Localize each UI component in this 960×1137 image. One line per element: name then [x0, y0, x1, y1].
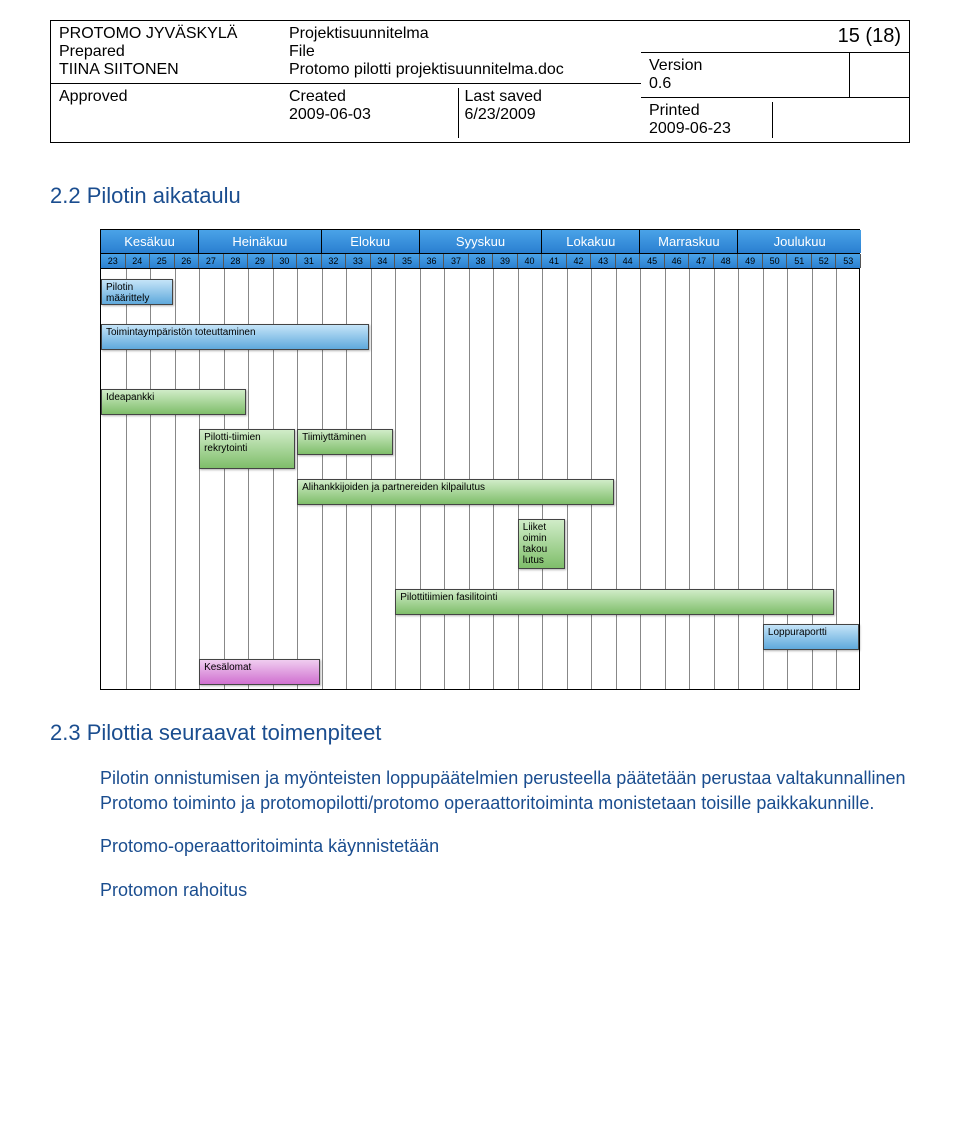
week-header: 36	[420, 254, 445, 268]
document-header: PROTOMO JYVÄSKYLÄ Prepared TIINA SIITONE…	[50, 20, 910, 143]
gantt-task: Pilottitiimien fasilitointi	[395, 589, 834, 615]
week-header: 46	[665, 254, 690, 268]
week-header: 45	[640, 254, 665, 268]
week-header: 29	[248, 254, 273, 268]
week-header: 25	[150, 254, 175, 268]
prepared-label: Prepared	[59, 43, 273, 61]
week-header: 39	[493, 254, 518, 268]
created-label: Created	[289, 88, 452, 106]
org-name: PROTOMO JYVÄSKYLÄ	[59, 25, 273, 43]
printed-value: 2009-06-23	[649, 120, 766, 138]
file-value: Protomo pilotti projektisuunnitelma.doc	[289, 61, 633, 79]
gantt-task: Pilotti-tiimien rekrytointi	[199, 429, 295, 469]
gantt-task: Pilotin määrittely	[101, 279, 173, 305]
week-header: 28	[224, 254, 249, 268]
body-p2: Protomo-operaattoritoiminta käynnistetää…	[100, 834, 910, 859]
week-header: 48	[714, 254, 739, 268]
gantt-task: Loppuraportti	[763, 624, 859, 650]
month-header: Syyskuu	[420, 230, 543, 253]
week-header: 43	[591, 254, 616, 268]
version-value: 0.6	[649, 75, 841, 93]
gantt-task: Liiket oimin takou lutus	[518, 519, 565, 569]
file-label: File	[289, 43, 633, 61]
week-header: 37	[444, 254, 469, 268]
week-header: 35	[395, 254, 420, 268]
week-header: 34	[371, 254, 396, 268]
week-header: 27	[199, 254, 224, 268]
gantt-task: Kesälomat	[199, 659, 320, 685]
week-header: 32	[322, 254, 347, 268]
week-header: 23	[101, 254, 126, 268]
week-header: 47	[689, 254, 714, 268]
week-header: 50	[763, 254, 788, 268]
week-header: 42	[567, 254, 592, 268]
saved-value: 6/23/2009	[465, 106, 628, 124]
gantt-chart: KesäkuuHeinäkuuElokuuSyyskuuLokakuuMarra…	[100, 229, 910, 690]
week-header: 24	[126, 254, 151, 268]
week-header: 31	[297, 254, 322, 268]
month-header: Elokuu	[322, 230, 420, 253]
gantt-task: Alihankkijoiden ja partnereiden kilpailu…	[297, 479, 614, 505]
week-header: 41	[542, 254, 567, 268]
week-header: 33	[346, 254, 371, 268]
month-header: Kesäkuu	[101, 230, 199, 253]
created-value: 2009-06-03	[289, 106, 452, 124]
month-header: Joulukuu	[738, 230, 861, 253]
printed-label: Printed	[649, 102, 766, 120]
gantt-task: Toimintaympäristön toteuttaminen	[101, 324, 369, 350]
week-header: 26	[175, 254, 200, 268]
saved-label: Last saved	[465, 88, 628, 106]
week-header: 38	[469, 254, 494, 268]
week-header: 44	[616, 254, 641, 268]
month-header: Lokakuu	[542, 230, 640, 253]
week-header: 30	[273, 254, 298, 268]
week-header: 52	[812, 254, 837, 268]
month-header: Heinäkuu	[199, 230, 322, 253]
doc-type: Projektisuunnitelma	[289, 25, 633, 43]
week-header: 40	[518, 254, 543, 268]
body-p1: Pilotin onnistumisen ja myönteisten lopp…	[100, 766, 910, 816]
body-p3: Protomon rahoitus	[100, 878, 910, 903]
section-2-3-title: 2.3 Pilottia seuraavat toimenpiteet	[50, 720, 910, 746]
gantt-task: Ideapankki	[101, 389, 246, 415]
page-number: 15 (18)	[641, 21, 909, 53]
week-header: 53	[836, 254, 861, 268]
gantt-task: Tiimiyttäminen	[297, 429, 393, 455]
week-header: 51	[787, 254, 812, 268]
prepared-value: TIINA SIITONEN	[59, 61, 273, 79]
month-header: Marraskuu	[640, 230, 738, 253]
approved-label: Approved	[59, 88, 273, 106]
section-2-2-title: 2.2 Pilotin aikataulu	[50, 183, 910, 209]
week-header: 49	[738, 254, 763, 268]
version-label: Version	[649, 57, 841, 75]
